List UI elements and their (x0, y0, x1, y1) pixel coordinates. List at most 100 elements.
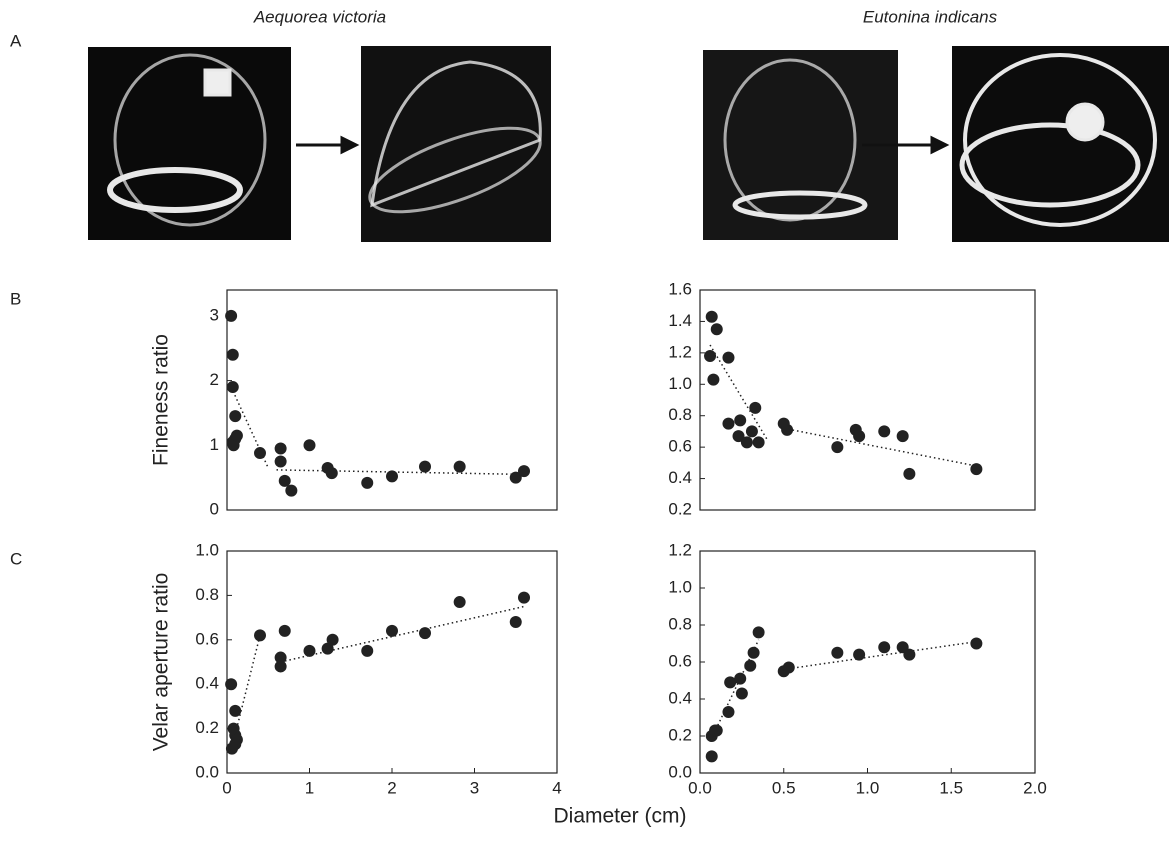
data-point (735, 687, 748, 700)
data-point (853, 648, 866, 661)
panel-label: A (10, 31, 22, 50)
x-tick-label: 2 (387, 778, 396, 797)
data-point (722, 417, 735, 430)
data-point (831, 441, 844, 454)
panel-label: B (10, 289, 21, 308)
y-tick-label: 0.6 (195, 629, 219, 648)
y-tick-label: 0.6 (668, 437, 692, 456)
data-point (225, 742, 238, 755)
data-point (274, 442, 287, 455)
data-point (419, 627, 431, 640)
data-point (752, 626, 765, 639)
data-point (274, 651, 287, 664)
y-tick-label: 0.4 (195, 674, 219, 693)
data-point (229, 410, 242, 423)
x-tick-label: 3 (470, 778, 479, 797)
y-tick-label: 0.2 (668, 499, 692, 518)
y-tick-label: 1.0 (668, 577, 692, 596)
trend-line (783, 640, 977, 671)
data-point (274, 455, 287, 468)
data-point (734, 414, 747, 427)
data-point (227, 439, 240, 452)
data-point (254, 629, 266, 642)
data-point (831, 646, 844, 659)
x-tick-label: 1 (305, 778, 314, 797)
data-point (361, 644, 374, 657)
data-point (285, 484, 298, 497)
data-point (453, 460, 466, 473)
data-point (722, 351, 735, 364)
x-tick-label: 2.0 (1023, 778, 1047, 797)
data-point (303, 439, 316, 452)
data-point (752, 436, 765, 449)
data-point (705, 750, 718, 763)
data-point (853, 430, 866, 443)
x-tick-label: 1.0 (856, 778, 880, 797)
data-point (782, 661, 795, 674)
y-axis-label: Fineness ratio (150, 334, 173, 466)
y-tick-label: 0.0 (668, 762, 692, 781)
data-point (781, 423, 794, 436)
y-tick-label: 0.8 (195, 585, 219, 604)
data-point (509, 616, 522, 629)
trend-line (230, 635, 261, 751)
data-point (724, 676, 737, 689)
data-point (710, 323, 723, 336)
data-point (278, 624, 291, 637)
data-point (361, 476, 374, 489)
data-point (229, 704, 242, 717)
y-tick-label: 0.8 (668, 614, 692, 633)
x-tick-label: 0 (222, 778, 231, 797)
species-name: Aequorea victoria (253, 7, 386, 26)
data-point (970, 637, 983, 650)
data-point (970, 463, 983, 476)
data-point (710, 724, 723, 737)
y-tick-label: 0.2 (195, 718, 219, 737)
data-point (707, 373, 720, 386)
y-tick-label: 1.0 (195, 540, 219, 559)
data-point (225, 309, 238, 322)
x-tick-label: 1.5 (939, 778, 963, 797)
y-tick-label: 1.0 (668, 374, 692, 393)
data-point (226, 348, 239, 361)
y-tick-label: 1.4 (668, 311, 692, 330)
trend-line (709, 639, 760, 742)
data-point (230, 429, 243, 442)
photos (88, 46, 1169, 242)
trend-line (783, 427, 977, 467)
y-tick-label: 1.2 (668, 540, 692, 559)
x-axis-label: Diameter (cm) (553, 805, 686, 828)
x-tick-label: 4 (552, 778, 561, 797)
data-point (705, 310, 718, 323)
data-point (386, 624, 398, 637)
data-point (518, 591, 530, 604)
y-tick-label: 0 (210, 499, 219, 518)
data-point (386, 470, 398, 483)
y-tick-label: 0.2 (668, 725, 692, 744)
data-point (896, 430, 909, 443)
data-point (734, 672, 747, 685)
plot-frame (226, 289, 558, 511)
data-point (749, 401, 762, 414)
data-point (325, 467, 338, 480)
y-tick-label: 0.4 (668, 688, 692, 707)
plot-frame (226, 550, 558, 774)
data-point (274, 660, 287, 673)
data-point (326, 633, 339, 646)
panel-label: C (10, 549, 22, 568)
y-tick-label: 0.0 (195, 762, 219, 781)
y-axis-label: Velar aperture ratio (150, 573, 173, 752)
data-point (903, 467, 916, 480)
data-point (225, 678, 238, 691)
data-point (278, 474, 291, 487)
data-point (878, 425, 891, 438)
data-point (740, 436, 753, 449)
data-point (303, 644, 316, 657)
data-point (254, 447, 266, 460)
data-point (744, 659, 757, 672)
y-tick-label: 1.2 (668, 342, 692, 361)
y-tick-label: 0.4 (668, 468, 692, 487)
data-point (509, 471, 522, 484)
data-point (732, 430, 745, 443)
